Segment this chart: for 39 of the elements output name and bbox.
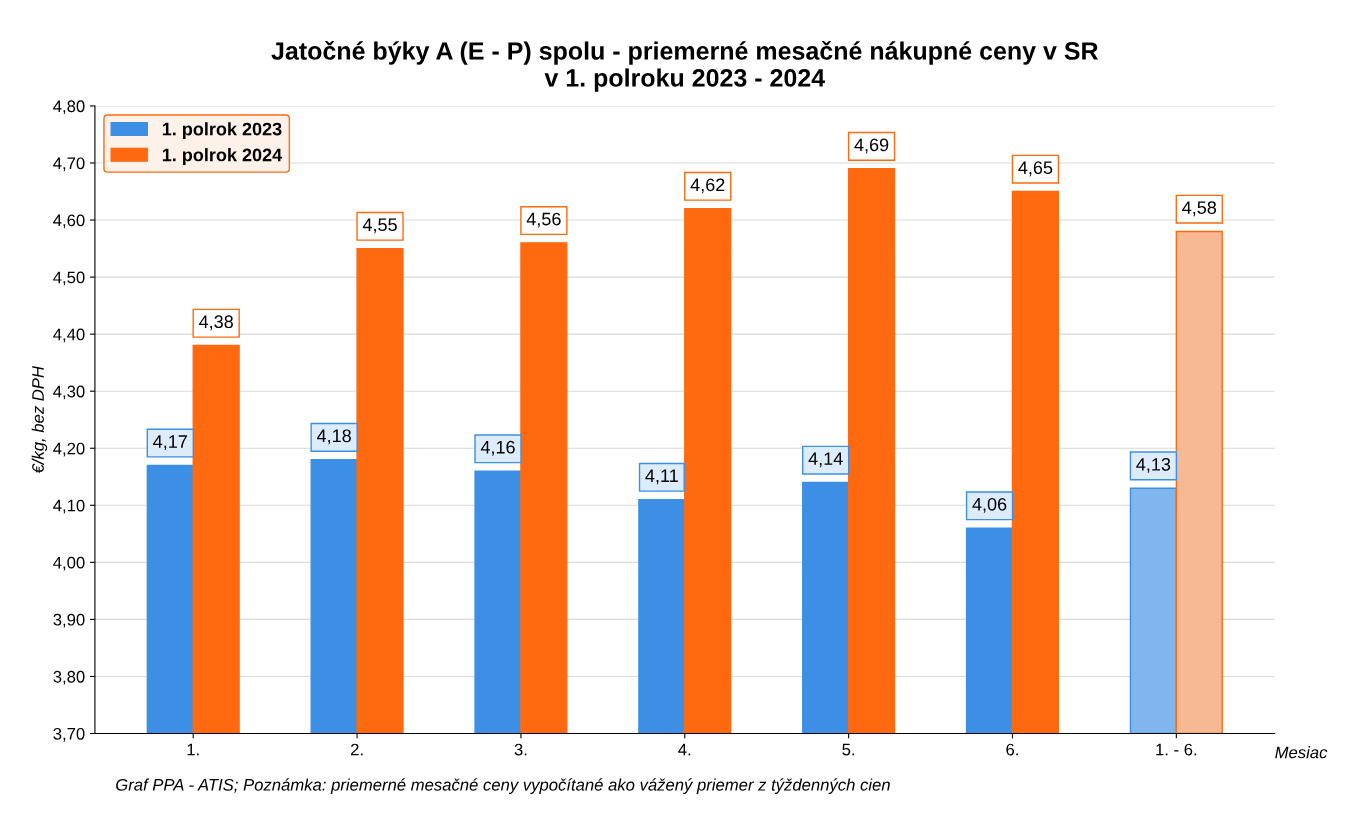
legend-label: 1. polrok 2024 bbox=[162, 148, 283, 165]
data-label: 4,18 bbox=[316, 429, 351, 445]
x-tick-label: 5. bbox=[842, 743, 855, 756]
data-label: 4,58 bbox=[1182, 201, 1217, 217]
x-tick-label: 4. bbox=[678, 743, 691, 756]
y-tick-label: 3,70 bbox=[53, 727, 85, 742]
y-tick-label: 4,30 bbox=[53, 385, 85, 400]
data-label: 4,14 bbox=[808, 452, 843, 468]
y-tick-label: 4,10 bbox=[53, 499, 85, 514]
chart-title: Jatočné býky A (E - P) spolu - priemerné mesačné nákupné ceny v SR v 1. polroku 2023 - 2024 bbox=[271, 40, 1099, 92]
data-label: 4,16 bbox=[480, 440, 515, 456]
y-tick-label: 4,50 bbox=[53, 271, 85, 286]
y-tick-label: 4,80 bbox=[53, 100, 85, 115]
legend-label: 1. polrok 2023 bbox=[162, 122, 282, 140]
x-tick-label: 1. - 6. bbox=[1156, 743, 1197, 756]
y-tick-label: 4,40 bbox=[53, 328, 85, 343]
text: Graf PPA - ATIS; Poznámka: priemerné mesačné ceny vypočítané ako vážený priemer z týždenných cien bbox=[116, 778, 890, 795]
y-tick-label: 3,90 bbox=[53, 613, 85, 628]
y-axis-title: €/kg, bez DPH bbox=[31, 365, 48, 474]
x-tick-label: 1. bbox=[187, 743, 199, 756]
data-label: 4,17 bbox=[153, 435, 187, 451]
y-tick-label: 4,70 bbox=[53, 157, 85, 172]
data-label: 4,38 bbox=[199, 315, 233, 331]
x-tick-label: 2. bbox=[350, 743, 363, 756]
data-label: 4,55 bbox=[362, 218, 397, 234]
y-tick-label: 4,60 bbox=[53, 214, 85, 229]
y-tick-label: 4,00 bbox=[53, 556, 85, 571]
data-label: 4,13 bbox=[1136, 457, 1171, 473]
y-tick-label: 4,20 bbox=[53, 442, 85, 457]
data-label: 4,56 bbox=[526, 212, 561, 228]
x-tick-label: 3. bbox=[514, 743, 527, 756]
x-axis-title: Mesiac bbox=[1275, 746, 1328, 759]
data-label: 4,65 bbox=[1018, 161, 1053, 177]
data-label: 4,62 bbox=[690, 178, 725, 194]
data-label: 4,06 bbox=[972, 497, 1007, 513]
y-tick-label: 3,80 bbox=[53, 670, 85, 685]
data-label: 4,11 bbox=[645, 469, 678, 485]
x-tick-label: 6. bbox=[1006, 743, 1018, 756]
data-label: 4,69 bbox=[854, 138, 889, 154]
